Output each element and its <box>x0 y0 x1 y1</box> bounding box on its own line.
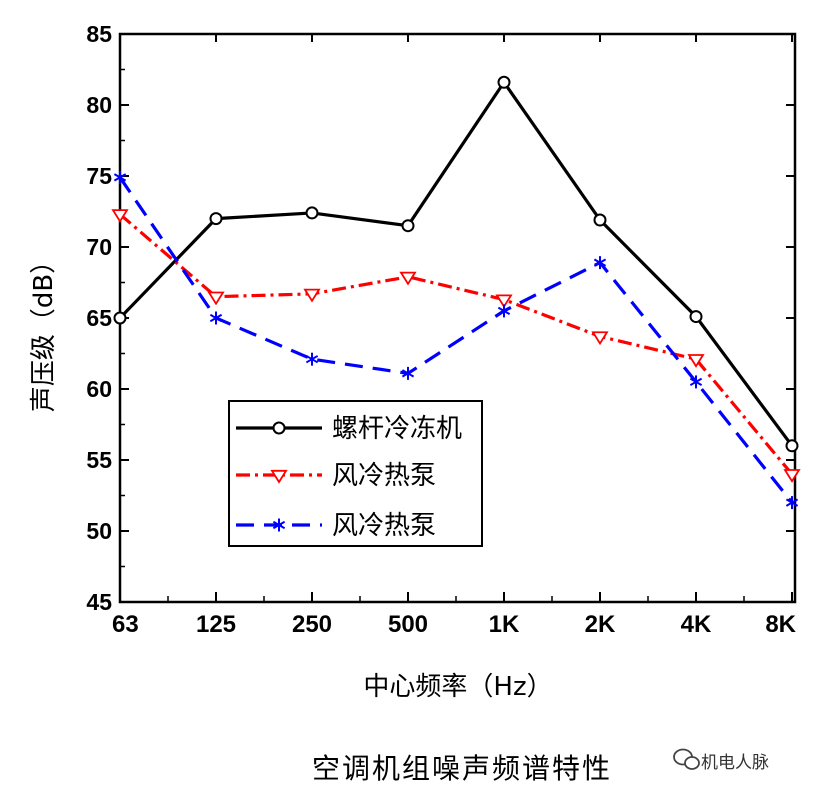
data-point <box>785 496 799 510</box>
legend-marker <box>270 469 288 484</box>
x-axis-label: 中心频率（Hz） <box>363 672 552 702</box>
series-layer <box>111 75 801 510</box>
data-point <box>111 209 129 224</box>
x-tick-label: 2K <box>585 611 616 638</box>
y-axis-label: 声压级（dB） <box>29 248 59 412</box>
data-point <box>113 311 127 325</box>
x-tick-label: 8K <box>765 611 796 638</box>
series-line <box>118 176 794 504</box>
figure-caption: 空调机组噪声频谱特性 <box>312 752 612 785</box>
data-point <box>495 294 513 309</box>
data-point <box>689 310 703 324</box>
data-point <box>785 439 799 453</box>
legend-label: 风冷热泵 <box>332 511 436 541</box>
data-point <box>593 256 607 270</box>
watermark-text: 机电人脉 <box>701 753 769 773</box>
y-axis: 45 50 55 60 65 70 75 80 85 <box>86 21 795 615</box>
series-2 <box>111 209 801 483</box>
data-point <box>687 354 705 368</box>
data-point <box>497 75 511 89</box>
series-3 <box>113 170 799 510</box>
data-point <box>593 213 607 227</box>
data-point <box>401 219 415 233</box>
watermark: 机电人脉 <box>673 748 769 773</box>
x-tick-label: 250 <box>292 611 332 638</box>
data-point <box>591 331 609 346</box>
y-tick-label: 55 <box>86 447 112 473</box>
data-point <box>113 170 127 184</box>
y-tick-label: 60 <box>86 376 112 402</box>
data-point <box>305 206 319 220</box>
y-tick-label: 85 <box>86 21 112 47</box>
legend-marker <box>272 518 286 532</box>
data-point <box>209 311 223 325</box>
legend-marker <box>272 421 286 435</box>
y-tick-label: 75 <box>86 163 112 189</box>
data-point <box>305 352 319 366</box>
x-tick-label: 4K <box>681 611 712 638</box>
y-tick-label: 45 <box>86 589 112 615</box>
data-point <box>207 291 225 306</box>
x-tick-label: 63 <box>112 611 139 638</box>
x-tick-label: 125 <box>196 611 236 638</box>
legend-label: 螺杆冷冻机 <box>332 414 462 444</box>
data-point <box>401 366 415 380</box>
y-tick-label: 80 <box>86 92 112 118</box>
x-tick-label: 1K <box>489 611 520 638</box>
y-tick-label: 50 <box>86 518 112 544</box>
data-point <box>209 212 223 226</box>
data-point <box>399 271 417 286</box>
data-point <box>689 375 703 389</box>
series-line <box>118 213 794 476</box>
data-point <box>303 288 321 303</box>
x-tick-label: 500 <box>388 611 428 638</box>
y-tick-label: 70 <box>86 234 112 260</box>
data-point <box>497 304 511 318</box>
data-point <box>783 469 801 483</box>
legend-label: 风冷热泵 <box>332 461 436 491</box>
series-line <box>118 79 794 447</box>
y-tick-label: 65 <box>86 305 112 331</box>
wechat-icon <box>673 748 700 770</box>
series-1 <box>113 75 799 453</box>
x-axis: 63 125 250 500 1K 2K 4K 8K <box>112 34 797 638</box>
